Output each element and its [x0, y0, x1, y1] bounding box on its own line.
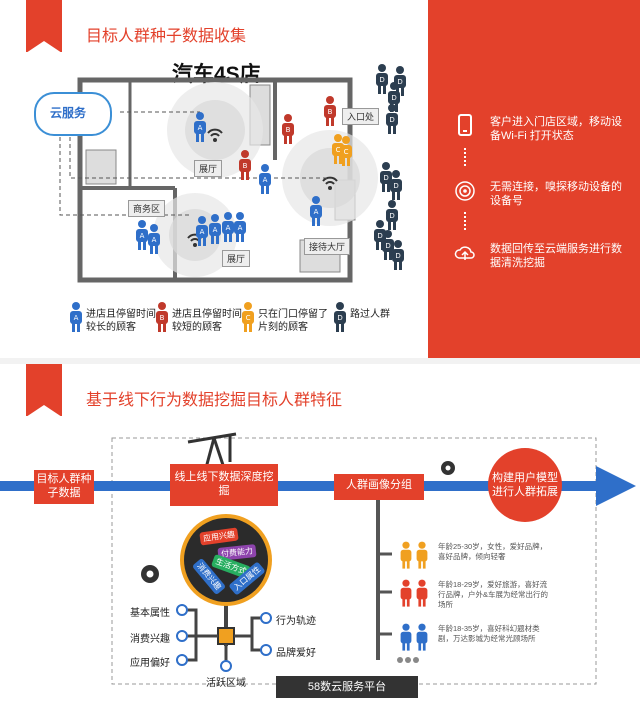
bookmark-icon — [26, 364, 62, 417]
room-showroom-top: 展厅 — [194, 160, 223, 177]
svg-text:B: B — [286, 126, 291, 134]
bottom-panel: 基于线下行为数据挖掘目标人群特征 — [0, 364, 640, 722]
phone-icon — [458, 114, 472, 136]
persona-text: 年龄18-29岁，爱好旅游，喜好流行品牌，户外&车展为经常出行的场所 — [438, 580, 549, 609]
flow-step2-box: 人群画像分组 — [334, 474, 424, 500]
svg-text:B: B — [160, 314, 165, 322]
room-business: 商务区 — [128, 200, 166, 217]
svg-text:D: D — [385, 242, 390, 250]
flow-step1-label: 线上线下数据深度挖掘 — [174, 471, 274, 497]
persona-icon — [400, 623, 428, 651]
signal-icon — [455, 181, 475, 201]
feature-app-pref: 应用偏好 — [130, 658, 170, 669]
step-connector — [464, 148, 468, 166]
legend-person-icon: D — [334, 302, 346, 332]
flow-end-circle: 构建用户模型进行人群拓展 — [488, 448, 562, 522]
flow-step2-label: 人群画像分组 — [346, 479, 412, 491]
svg-text:A: A — [263, 176, 268, 184]
persona-text: 年龄18-35岁，喜好科幻题材类剧，万达影城为经常光顾场所 — [438, 624, 540, 643]
feature-active-area: 活跃区域 — [206, 678, 246, 689]
top-panel: 目标人群种子数据收集 汽车4S店 — [0, 0, 640, 358]
flow-end-label: 构建用户模型进行人群拓展 — [492, 472, 558, 498]
room-reception: 接待大厅 — [304, 238, 351, 255]
room-entrance: 入口处 — [342, 108, 380, 125]
svg-text:D: D — [377, 232, 382, 240]
legend-person-icon: A — [70, 302, 82, 332]
step-1-text: 客户进入门店区域，移动设备Wi-Fi 打开状态 — [490, 116, 622, 142]
svg-text:A: A — [198, 124, 203, 132]
svg-text:B: B — [243, 162, 248, 170]
svg-text:A: A — [314, 208, 319, 216]
legend-person-icon: B — [156, 302, 168, 332]
svg-text:A: A — [213, 226, 218, 234]
flow-step1-box: 线上线下数据深度挖掘 — [170, 464, 278, 506]
svg-text:D: D — [383, 174, 388, 182]
room-showroom-bottom: 展厅 — [222, 250, 251, 267]
legend-label: 路过人群 — [350, 309, 390, 320]
flow-start-label: 目标人群种子数据 — [36, 473, 92, 499]
people-markers: A B B B A A A A A — [136, 64, 406, 270]
svg-text:D: D — [389, 116, 394, 124]
svg-text:A: A — [200, 228, 205, 236]
feature-consumption: 消费兴趣 — [130, 634, 170, 645]
cloud-icon — [34, 92, 112, 136]
legend-label: 只在门口停留了片刻的顾客 — [258, 309, 328, 333]
process-sidebar: 客户进入门店区域，移动设备Wi-Fi 打开状态 无需连接，嗅探移动设备的设备号 … — [428, 0, 640, 358]
svg-text:A: A — [226, 224, 231, 232]
svg-text:A: A — [238, 224, 243, 232]
svg-text:D: D — [389, 212, 394, 220]
step-2-text: 无需连接，嗅探移动设备的设备号 — [490, 181, 622, 207]
svg-text:A: A — [140, 232, 145, 240]
svg-text:D: D — [397, 78, 402, 86]
legend-person-icon: C — [242, 302, 254, 332]
svg-text:B: B — [328, 108, 333, 116]
svg-text:C: C — [336, 146, 341, 154]
svg-text:A: A — [74, 314, 79, 322]
feature-behavior-track: 行为轨迹 — [276, 616, 316, 627]
legend-label: 进店且停留时间较短的顾客 — [172, 309, 242, 333]
bookmark-icon — [26, 0, 62, 53]
step-3-text: 数据回传至云端服务进行数据清洗挖掘 — [490, 243, 622, 269]
legend-label: 进店且停留时间较长的顾客 — [86, 309, 156, 333]
flow-start-box: 目标人群种子数据 — [34, 470, 94, 504]
svg-text:A: A — [152, 236, 157, 244]
svg-text:D: D — [391, 94, 396, 102]
svg-text:D: D — [379, 76, 384, 84]
cloud-upload-icon — [454, 246, 475, 260]
persona-icon — [400, 541, 428, 569]
platform-bar: 58数云服务平台 — [276, 676, 418, 698]
top-section-title: 目标人群种子数据收集 — [86, 28, 247, 45]
bottom-section-title: 基于线下行为数据挖掘目标人群特征 — [86, 392, 343, 409]
svg-text:D: D — [395, 252, 400, 260]
cloud-label: 云服务 — [50, 106, 87, 120]
step-connector — [464, 212, 468, 230]
svg-text:C: C — [344, 148, 349, 156]
svg-text:C: C — [246, 314, 251, 322]
svg-text:D: D — [393, 182, 398, 190]
feature-basic-attr: 基本属性 — [130, 608, 170, 619]
persona-text: 年龄25-30岁，女性，爱好品牌，喜好品牌，倾向轻奢 — [438, 542, 548, 561]
feature-brand-pref: 品牌爱好 — [276, 648, 316, 659]
persona-icon — [400, 579, 428, 607]
svg-text:D: D — [337, 314, 342, 322]
